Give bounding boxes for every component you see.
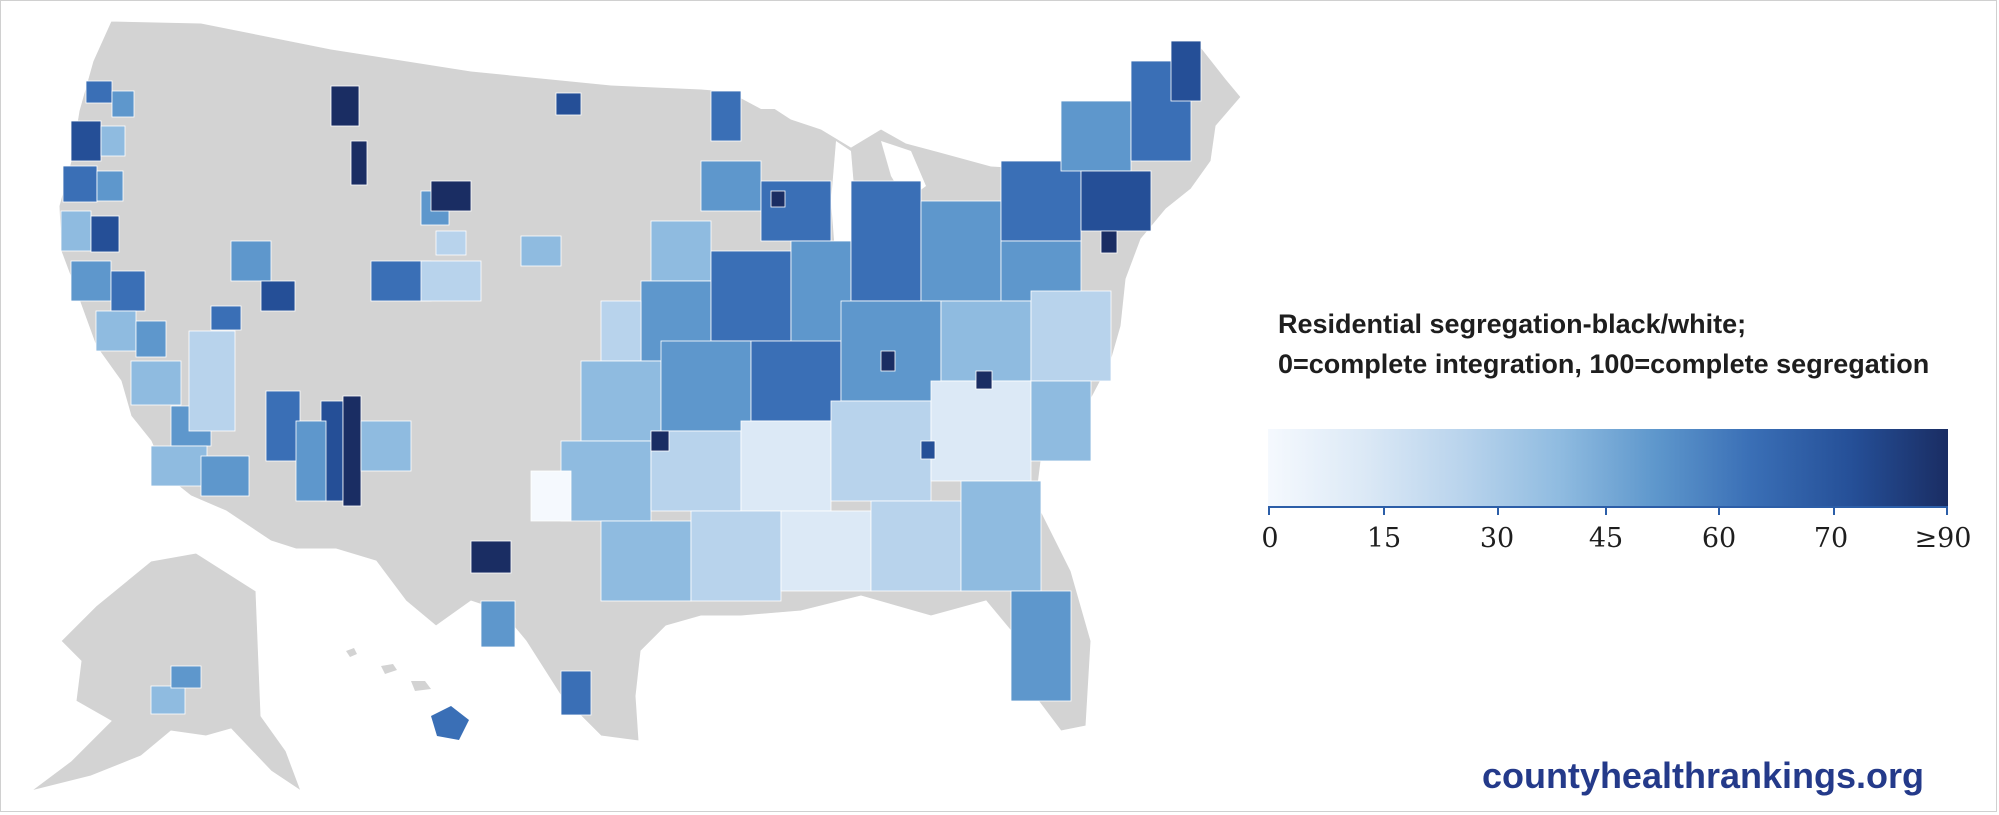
legend-tick-label: 30 [1479,523,1515,554]
legend-tick-marks [1268,507,1948,515]
legend-tick-label: 15 [1366,523,1402,554]
us-county-map [30,20,1242,793]
source-url: countyhealthrankings.org [1481,755,1924,796]
legend-tick-label: ≥90 [1914,523,1972,554]
legend-tick-label: 70 [1813,523,1849,554]
legend-title-line2: 0=complete integration, 100=complete seg… [1278,349,1930,379]
legend-gradient-bar [1268,429,1948,507]
legend-tick-label: 60 [1701,523,1737,554]
county-shading [60,40,1202,716]
lake-michigan [831,141,856,271]
alaska-landmass [30,552,303,793]
legend-color-ramp [1268,429,1948,515]
lake-superior [731,85,841,109]
legend-title-line1: Residential segregation-black/white; [1278,309,1747,339]
legend-tick-label: 45 [1588,523,1624,554]
legend-tick-label: 0 [1261,523,1279,554]
legend-title: Residential segregation-black/white; 0=c… [1278,304,1978,384]
hawaii-islands [346,648,469,740]
